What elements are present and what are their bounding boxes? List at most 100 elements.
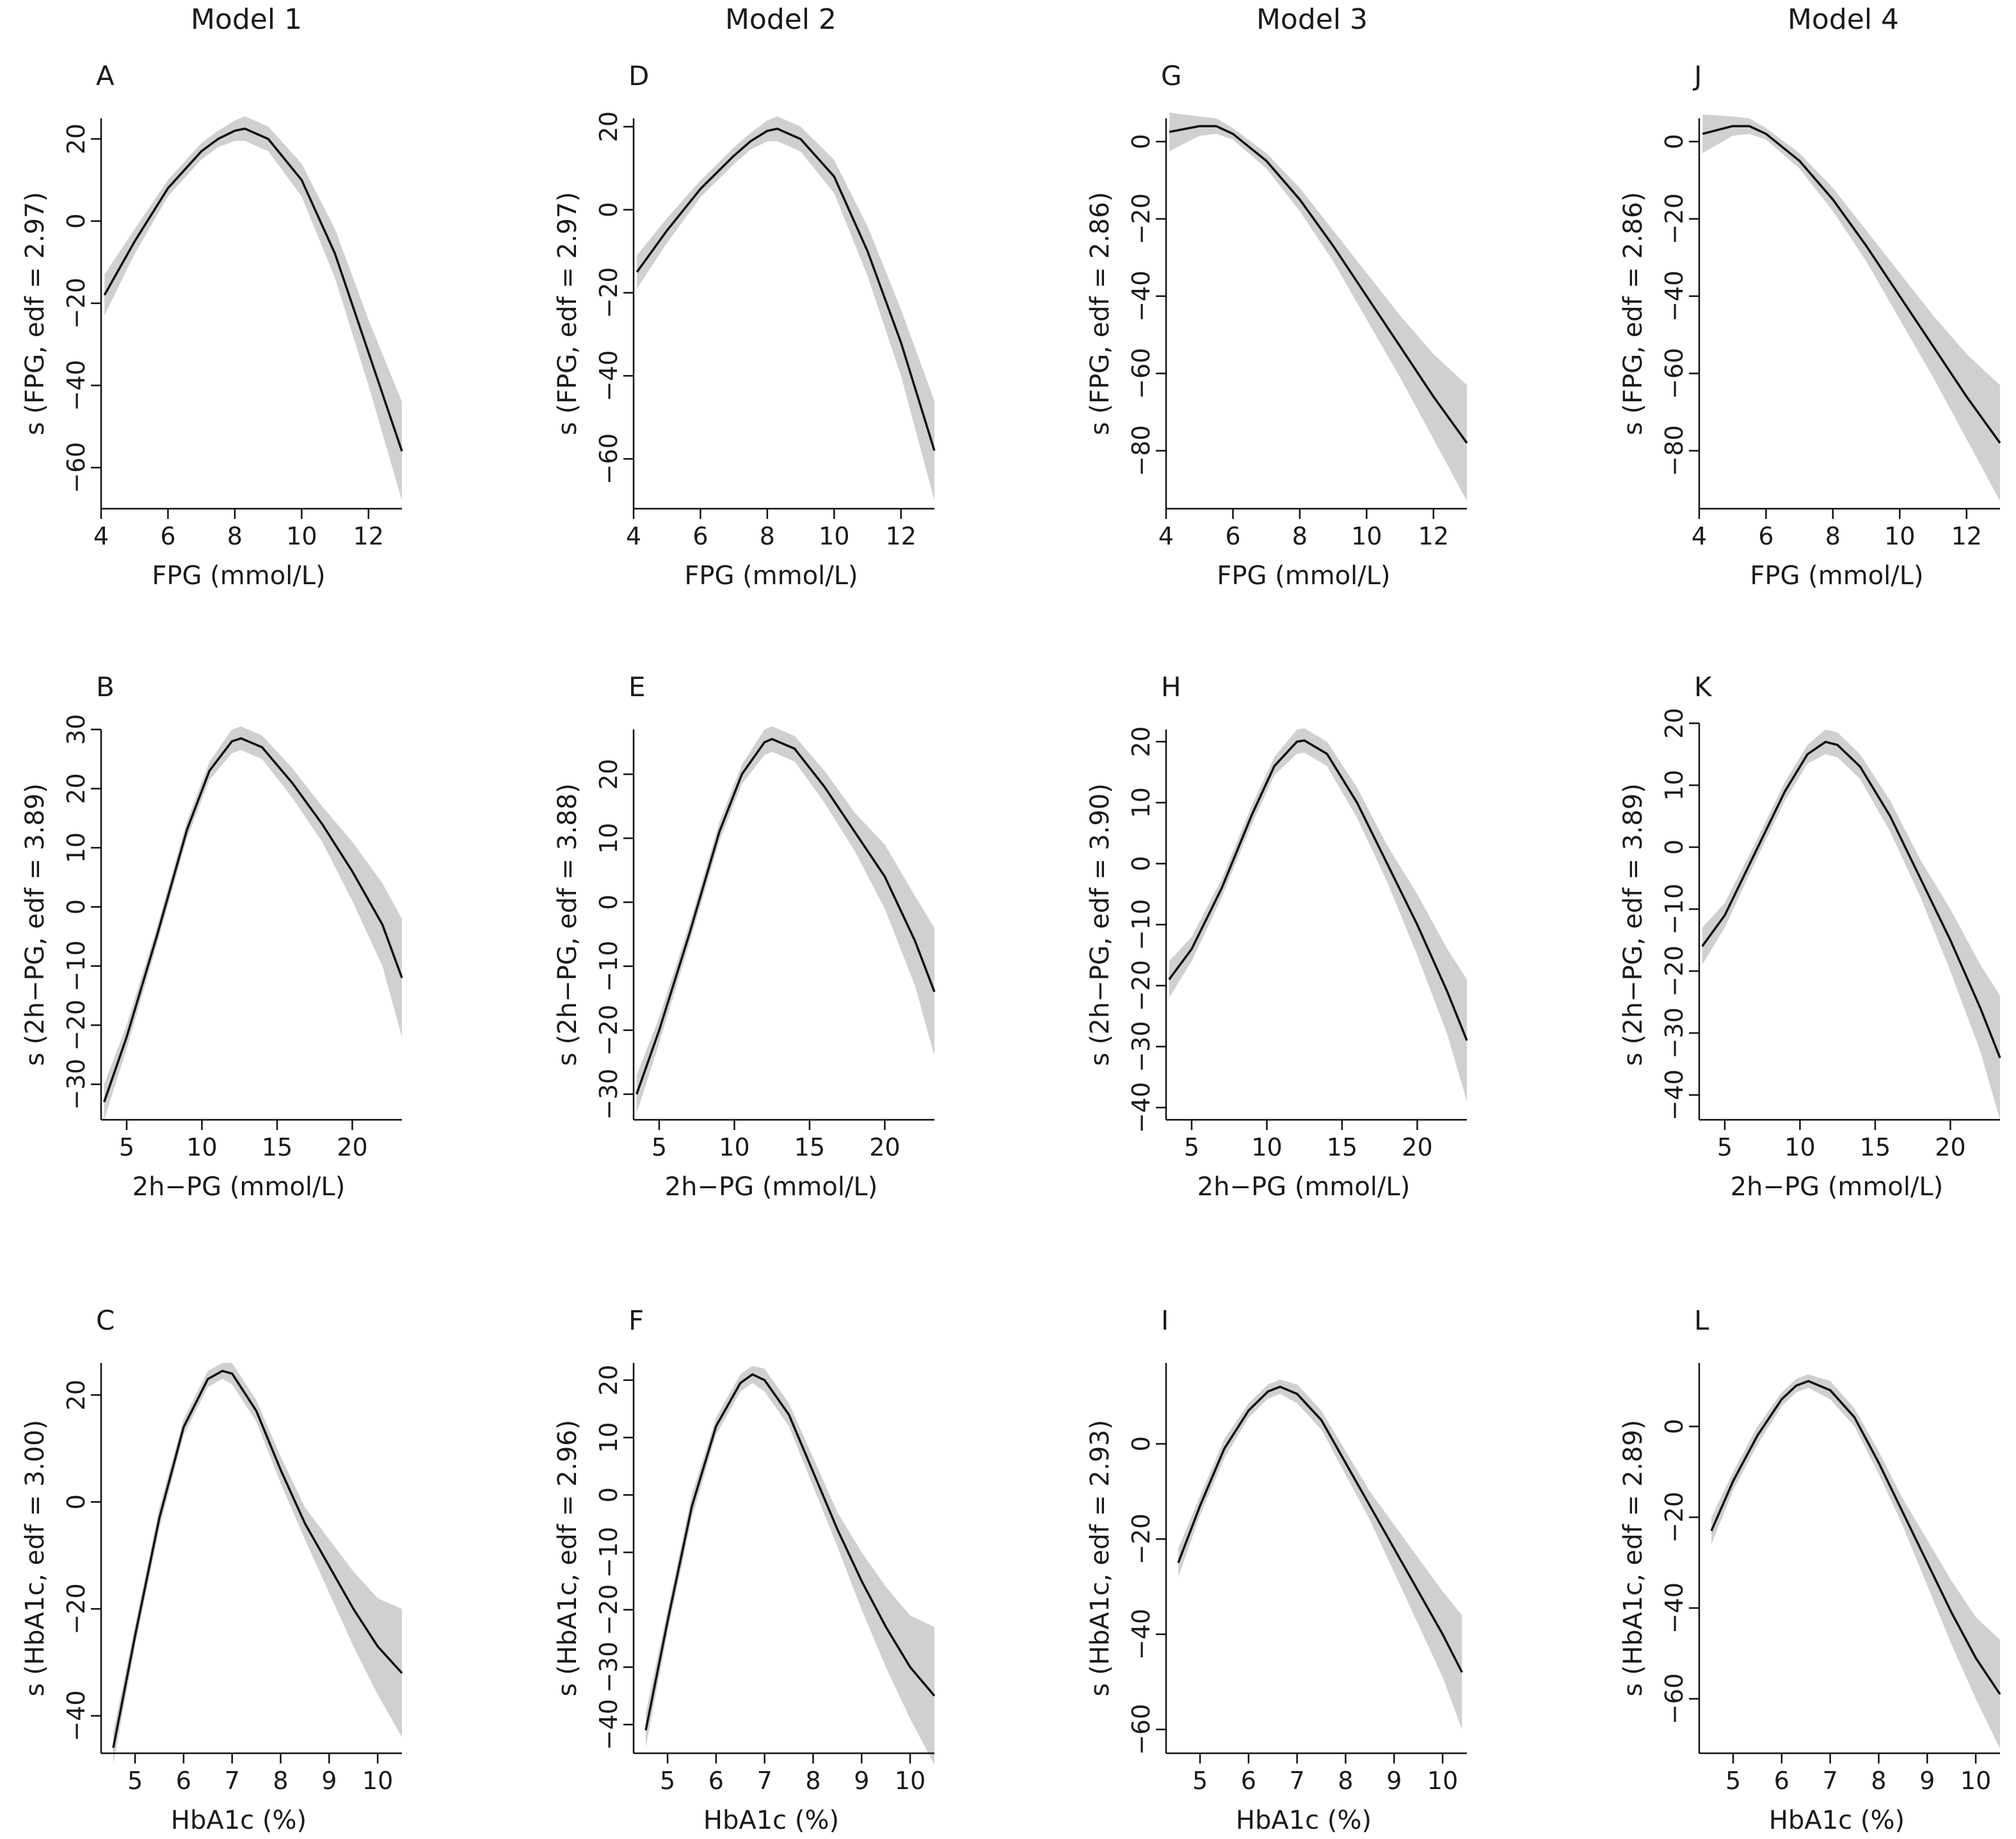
y-tick-label: −20 [1127, 1513, 1155, 1564]
x-tick-label: 8 [760, 522, 775, 550]
y-tick-label: −40 [1660, 1582, 1688, 1634]
y-tick-label: 0 [1660, 1419, 1688, 1434]
x-tick-label: 10 [1427, 1767, 1458, 1795]
y-tick-label: −20 [1660, 946, 1688, 997]
y-axis-title: s (HbA1c, edf = 2.89) [1619, 1420, 1648, 1697]
x-tick-label: 6 [176, 1767, 191, 1795]
smooth-curve [636, 127, 936, 451]
smooth-curve [112, 1369, 403, 1748]
x-tick-label: 6 [692, 522, 708, 550]
y-axis-title: s (FPG, edf = 2.86) [1085, 192, 1115, 435]
x-tick-label: 15 [262, 1133, 292, 1161]
y-tick-label: −30 [1127, 1021, 1155, 1072]
x-tick-label: 4 [626, 522, 641, 550]
x-tick-label: 8 [1292, 522, 1308, 550]
y-tick-label: 20 [1127, 726, 1155, 757]
y-tick-label: −30 [595, 1069, 623, 1120]
x-tick-label: 10 [1351, 522, 1382, 550]
column-titles: Model 1 Model 2 Model 3 Model 4 [191, 3, 1899, 36]
y-tick-label: −60 [1127, 348, 1155, 399]
y-tick-label: 0 [1127, 856, 1155, 872]
y-tick-label: 10 [595, 1422, 623, 1453]
smooth-curve [644, 1373, 936, 1731]
x-tick-label: 12 [353, 522, 384, 550]
y-tick-label: −40 [1127, 1609, 1155, 1660]
x-tick-label: 9 [1386, 1767, 1402, 1795]
x-tick-label: 5 [127, 1767, 143, 1795]
x-axis-title: FPG (mmol/L) [1750, 561, 1923, 591]
column-title-model-3: Model 3 [1256, 3, 1368, 36]
x-tick-label: 10 [362, 1767, 393, 1795]
panel-letter: G [1161, 60, 1182, 92]
x-axis-title: FPG (mmol/L) [1217, 561, 1390, 591]
x-axis-title: HbA1c (%) [171, 1806, 307, 1835]
x-tick-label: 15 [794, 1133, 825, 1161]
panel-letter: H [1161, 671, 1181, 703]
x-tick-label: 8 [1825, 522, 1841, 550]
x-axis-title: HbA1c (%) [1236, 1806, 1372, 1835]
y-axis-title: s (2h−PG, edf = 3.88) [553, 783, 582, 1066]
y-tick-label: −20 [1660, 1492, 1688, 1543]
x-tick-label: 5 [652, 1133, 667, 1161]
x-tick-label: 10 [1784, 1133, 1815, 1161]
x-tick-label: 5 [1717, 1133, 1732, 1161]
y-tick-label: −60 [1660, 1673, 1688, 1724]
y-tick-label: −10 [62, 941, 90, 992]
y-tick-label: −40 [1127, 271, 1155, 322]
panel-k: K −40 −30 −20 −10 0 10 20 5 10 15 20 2h−PG (mmol/L) s… [1619, 671, 2001, 1202]
y-tick-label: −40 [1127, 1082, 1155, 1133]
x-tick-label: 4 [93, 522, 109, 550]
y-tick-label: −30 [1660, 1007, 1688, 1058]
y-tick-label: −30 [62, 1058, 90, 1110]
y-tick-label: −60 [62, 442, 90, 493]
y-tick-label: −20 [62, 999, 90, 1051]
panel-letter: D [628, 60, 649, 92]
x-axis-title: FPG (mmol/L) [684, 561, 858, 591]
x-axis-title: 2h−PG (mmol/L) [132, 1172, 346, 1202]
y-tick-label: −20 [1660, 193, 1688, 244]
x-tick-label: 4 [1158, 522, 1174, 550]
y-tick-label: −40 [1660, 1069, 1688, 1120]
x-tick-label: 20 [1402, 1133, 1432, 1161]
confidence-band [1169, 728, 1467, 1102]
x-tick-label: 15 [1860, 1133, 1891, 1161]
confidence-band [636, 726, 934, 1113]
confidence-band [637, 116, 934, 501]
panel-h: H −40 −30 −20 −10 0 10 20 5 10 15 20 2h−PG (mmol/L) s… [1085, 671, 1468, 1202]
panel-d: D −60 −40 −20 0 20 4 6 8 10 12 FPG (mmol/L) s (FPG, … [553, 60, 936, 591]
x-tick-label: 20 [1935, 1133, 1965, 1161]
smooth-curve [1177, 1385, 1463, 1673]
panel-letter: A [96, 60, 115, 92]
y-axis-title: s (FPG, edf = 2.97) [553, 192, 582, 435]
x-tick-label: 8 [1338, 1767, 1353, 1795]
column-title-model-4: Model 4 [1788, 3, 1899, 36]
y-tick-label: 30 [62, 714, 90, 745]
x-tick-label: 10 [186, 1133, 217, 1161]
x-tick-label: 5 [1725, 1767, 1741, 1795]
x-tick-label: 8 [273, 1767, 288, 1795]
x-tick-label: 7 [225, 1767, 240, 1795]
x-axis-title: HbA1c (%) [703, 1806, 839, 1835]
y-tick-label: 0 [1127, 1436, 1155, 1451]
x-tick-label: 6 [1758, 522, 1773, 550]
plot-panels: A −60 −40 −20 0 20 4 6 8 10 12 FPG (mmol/L) s (FPG, … [20, 60, 2001, 1835]
x-tick-label: 6 [1241, 1767, 1256, 1795]
y-tick-label: 20 [595, 111, 623, 142]
x-axis-title: 2h−PG (mmol/L) [1197, 1172, 1411, 1202]
panel-a: A −60 −40 −20 0 20 4 6 8 10 12 FPG (mmol/L) s (FPG, … [20, 60, 403, 591]
y-tick-label: −40 [595, 1699, 623, 1750]
smooth-curve [103, 737, 403, 1103]
y-axis-title: s (HbA1c, edf = 2.93) [1085, 1420, 1115, 1697]
smooth-curve [636, 738, 936, 1095]
y-tick-label: −20 [595, 267, 623, 318]
x-tick-label: 12 [1418, 522, 1449, 550]
x-tick-label: 10 [819, 522, 849, 550]
y-axis-title: s (2h−PG, edf = 3.90) [1085, 783, 1115, 1066]
y-tick-label: 10 [62, 832, 90, 863]
smooth-curve [103, 127, 403, 452]
y-tick-label: −40 [1660, 271, 1688, 322]
panel-letter: L [1694, 1305, 1709, 1336]
x-axis-title: 2h−PG (mmol/L) [665, 1172, 878, 1202]
panel-letter: E [628, 671, 646, 703]
